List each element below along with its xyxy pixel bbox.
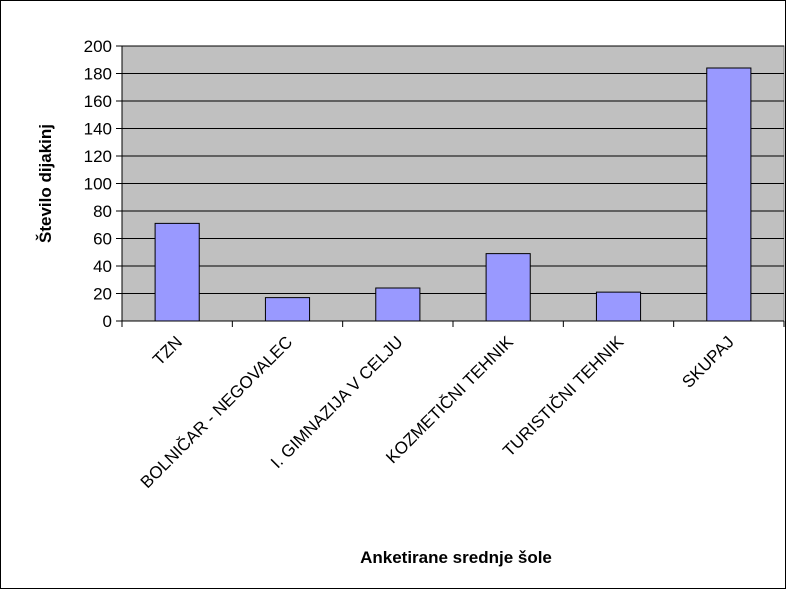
y-tick-label: 120 [84,147,112,166]
bar-3 [485,253,531,322]
bar-2 [375,287,421,322]
y-tick-label: 80 [93,202,112,221]
x-tick-label: TZN [149,332,186,369]
x-axis-title: Anketirane srednje šole [360,548,552,567]
gridlines [122,45,784,294]
y-tick-label: 60 [93,230,112,249]
y-tick-label: 40 [93,257,112,276]
bar-1 [264,297,311,322]
bar-4 [595,291,642,322]
y-tick-label: 140 [84,120,112,139]
y-tick-label: 0 [103,312,112,331]
y-tick-labels: 0 20 40 60 80 100 120 140 160 180 200 [84,37,112,331]
y-tick-label: 160 [84,92,112,111]
axes [116,45,785,327]
bar-0 [154,222,200,322]
bar-5 [706,67,752,322]
x-tick-label: TURISTIČNI TEHNIK [499,332,628,461]
y-tick-label: 180 [84,65,112,84]
x-tick-label: KOZMETIČNI TEHNIK [382,332,517,467]
y-axis-title: Število dijakinj [36,124,55,243]
y-tick-label: 100 [84,175,112,194]
x-tick-label: SKUPAJ [678,332,737,391]
y-tick-label: 20 [93,285,112,304]
y-tick-label: 200 [84,37,112,56]
